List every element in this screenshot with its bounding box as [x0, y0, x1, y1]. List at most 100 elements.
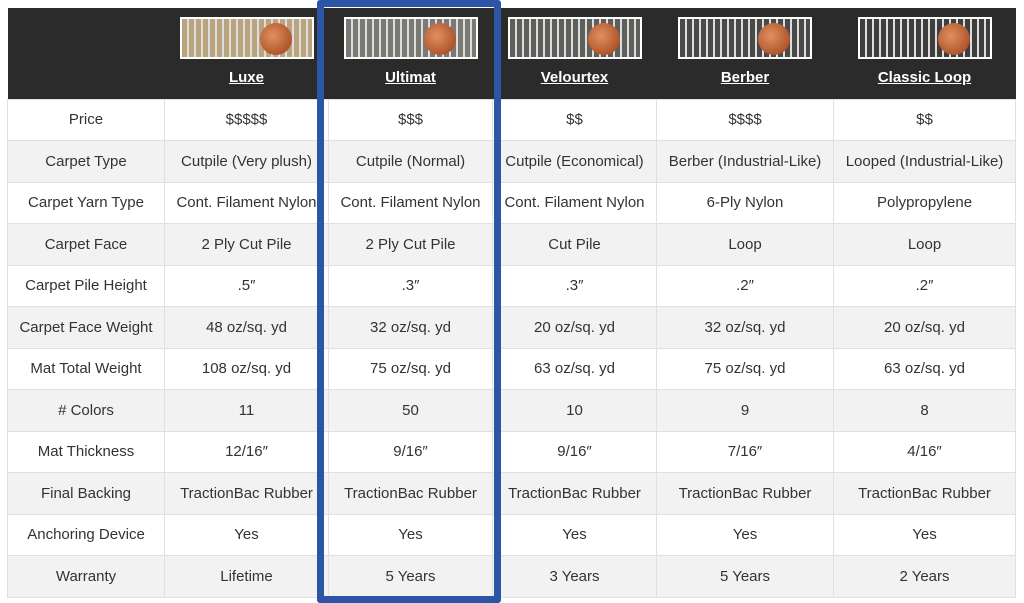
column-header: Luxe	[164, 8, 329, 99]
cell: 2 Years	[833, 555, 1016, 598]
cell: 8	[833, 389, 1016, 432]
cell: 5 Years	[328, 555, 493, 598]
row-label: Final Backing	[7, 472, 165, 515]
cell: Cont. Filament Nylon	[492, 181, 657, 224]
cell: Cont. Filament Nylon	[164, 181, 329, 224]
table-row: Anchoring Device Yes Yes Yes Yes Yes	[7, 513, 1016, 556]
cell: Yes	[492, 513, 657, 556]
carpet-sample-image	[179, 16, 314, 59]
cell: Yes	[328, 513, 493, 556]
penny-image	[587, 22, 620, 55]
cell: 108 oz/sq. yd	[164, 347, 329, 390]
comparison-table: Luxe Ultimat Velourtex Berber Classic Loop P…	[7, 8, 1016, 598]
carpet-sample-image	[857, 16, 992, 59]
table-row: Price $$$$$ $$$ $$ $$$$ $$	[7, 98, 1016, 141]
cell: Polypropylene	[833, 181, 1016, 224]
cell: 10	[492, 389, 657, 432]
cell: TractionBac Rubber	[328, 472, 493, 515]
product-link[interactable]: Velourtex	[540, 68, 609, 86]
row-label: Mat Total Weight	[7, 347, 165, 390]
penny-image	[758, 22, 790, 55]
cell: Cont. Filament Nylon	[328, 181, 493, 224]
cell: TractionBac Rubber	[833, 472, 1016, 515]
table-row: Carpet Yarn Type Cont. Filament Nylon Cont…	[7, 181, 1016, 224]
cell: Cutpile (Economical)	[492, 140, 657, 183]
product-link[interactable]: Ultimat	[385, 68, 436, 86]
cell: Loop	[656, 223, 834, 266]
cell: Looped (Industrial-Like)	[833, 140, 1016, 183]
cell: .2″	[833, 264, 1016, 307]
table-row: Mat Total Weight 108 oz/sq. yd 75 oz/sq. y…	[7, 347, 1016, 390]
product-link[interactable]: Luxe	[228, 68, 264, 86]
cell: 9/16″	[492, 430, 657, 473]
row-label: Carpet Pile Height	[7, 264, 165, 307]
table-row: Warranty Lifetime 5 Years 3 Years 5 Years 2 Y…	[7, 555, 1016, 598]
cell: .3″	[492, 264, 657, 307]
cell: 4/16″	[833, 430, 1016, 473]
penny-image	[423, 22, 456, 55]
column-header: Ultimat	[328, 8, 493, 99]
cell: 9	[656, 389, 834, 432]
cell: .5″	[164, 264, 329, 307]
cell: Lifetime	[164, 555, 329, 598]
cell: TractionBac Rubber	[492, 472, 657, 515]
header-corner	[7, 8, 165, 99]
carpet-sample-image	[343, 16, 478, 59]
cell: 2 Ply Cut Pile	[164, 223, 329, 266]
cell: Loop	[833, 223, 1016, 266]
cell: 9/16″	[328, 430, 493, 473]
cell: 20 oz/sq. yd	[833, 306, 1016, 349]
table-row: Carpet Face Weight 48 oz/sq. yd 32 oz/sq. …	[7, 306, 1016, 349]
cell: Yes	[656, 513, 834, 556]
cell: Yes	[833, 513, 1016, 556]
cell: 20 oz/sq. yd	[492, 306, 657, 349]
cell: 63 oz/sq. yd	[492, 347, 657, 390]
table-row: # Colors 11 50 10 9 8	[7, 389, 1016, 432]
cell: Berber (Industrial-Like)	[656, 140, 834, 183]
table-row: Final Backing TractionBac Rubber TractionB…	[7, 472, 1016, 515]
cell: 6-Ply Nylon	[656, 181, 834, 224]
cell: .3″	[328, 264, 493, 307]
cell: 2 Ply Cut Pile	[328, 223, 493, 266]
cell: Yes	[164, 513, 329, 556]
cell: $$$$	[656, 98, 834, 141]
row-label: # Colors	[7, 389, 165, 432]
cell: Cut Pile	[492, 223, 657, 266]
row-label: Carpet Yarn Type	[7, 181, 165, 224]
table-row: Carpet Face 2 Ply Cut Pile 2 Ply Cut Pile C…	[7, 223, 1016, 266]
table-row: Mat Thickness 12/16″ 9/16″ 9/16″ 7/16″ 4/16″	[7, 430, 1016, 473]
cell: Cutpile (Normal)	[328, 140, 493, 183]
cell: 32 oz/sq. yd	[328, 306, 493, 349]
cell: $$	[492, 98, 657, 141]
cell: 5 Years	[656, 555, 834, 598]
cell: 12/16″	[164, 430, 329, 473]
row-label: Carpet Face Weight	[7, 306, 165, 349]
cell: .2″	[656, 264, 834, 307]
cell: 50	[328, 389, 493, 432]
cell: 11	[164, 389, 329, 432]
cell: 48 oz/sq. yd	[164, 306, 329, 349]
table-row: Carpet Pile Height .5″ .3″ .3″ .2″ .2″	[7, 264, 1016, 307]
row-label: Anchoring Device	[7, 513, 165, 556]
cell: 75 oz/sq. yd	[656, 347, 834, 390]
product-link[interactable]: Classic Loop	[877, 68, 972, 86]
cell: 75 oz/sq. yd	[328, 347, 493, 390]
cell: 32 oz/sq. yd	[656, 306, 834, 349]
cell: Cutpile (Very plush)	[164, 140, 329, 183]
cell: $$$	[328, 98, 493, 141]
carpet-sample-image	[507, 16, 642, 59]
product-link[interactable]: Berber	[720, 68, 770, 86]
column-header: Berber	[656, 8, 834, 99]
table-row: Carpet Type Cutpile (Very plush) Cutpile (…	[7, 140, 1016, 183]
header-row: Luxe Ultimat Velourtex Berber Classic Loop	[7, 8, 1016, 99]
carpet-sample-image	[678, 16, 812, 59]
penny-image	[937, 22, 970, 55]
column-header: Classic Loop	[833, 8, 1016, 99]
row-label: Mat Thickness	[7, 430, 165, 473]
row-label: Warranty	[7, 555, 165, 598]
cell: TractionBac Rubber	[656, 472, 834, 515]
cell: 7/16″	[656, 430, 834, 473]
penny-image	[259, 22, 292, 55]
cell: 63 oz/sq. yd	[833, 347, 1016, 390]
row-label: Carpet Face	[7, 223, 165, 266]
